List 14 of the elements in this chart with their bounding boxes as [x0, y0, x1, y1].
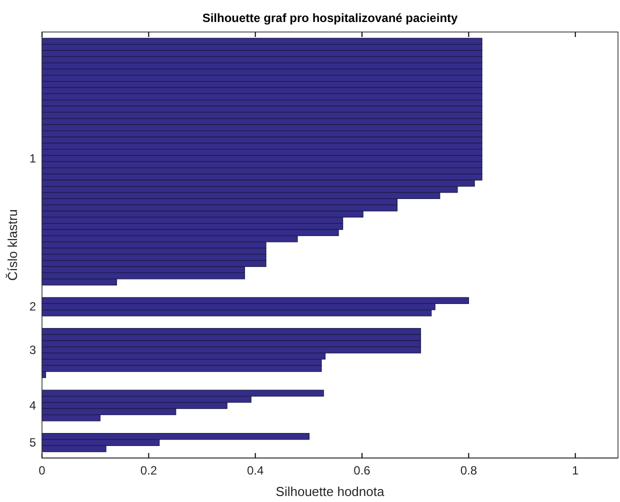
y-tick-label: 1 [29, 151, 36, 166]
y-tick-label: 5 [29, 435, 36, 450]
y-tick-label: 3 [29, 342, 36, 357]
y-axis-title: Číslo klastru [5, 209, 20, 281]
x-tick-label: 1 [572, 464, 579, 478]
y-tick-label: 2 [29, 300, 36, 314]
x-tick-label: 0.6 [354, 464, 371, 478]
x-tick-label: 0.4 [246, 464, 264, 478]
chart-title: Silhouette graf pro hospitalizované pacieinty [202, 11, 458, 25]
x-tick-label: 0.2 [140, 464, 158, 478]
x-axis-title: Silhouette hodnota [276, 484, 385, 499]
x-tick-label: 0 [38, 464, 46, 478]
x-tick-label: 0.8 [460, 464, 478, 478]
y-tick-label: 4 [29, 398, 36, 412]
